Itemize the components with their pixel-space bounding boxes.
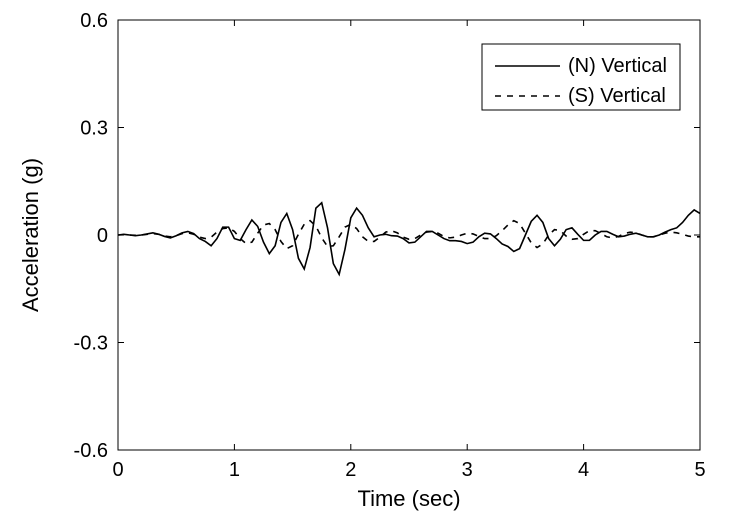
- acceleration-chart: 0 1 2 3 4 5 -0.6 -0.3 0 0.3 0.6 Time (sec) Accelerat…: [0, 0, 744, 520]
- y-axis-label: Acceleration (g): [18, 158, 43, 312]
- y-tick-label: -0.6: [74, 440, 108, 462]
- x-tick-label: 2: [345, 459, 356, 481]
- x-tick-label: 5: [694, 459, 705, 481]
- y-tick-label: 0.6: [80, 10, 108, 32]
- x-tick-label: 3: [462, 459, 473, 481]
- y-tick-label: -0.3: [74, 333, 108, 355]
- legend-label-0: (N) Vertical: [568, 55, 667, 77]
- y-tick-label: 0: [97, 225, 108, 247]
- x-tick-label: 4: [578, 459, 589, 481]
- legend-label-1: (S) Vertical: [568, 85, 666, 107]
- x-axis-label: Time (sec): [357, 486, 460, 511]
- chart-container: 0 1 2 3 4 5 -0.6 -0.3 0 0.3 0.6 Time (sec) Accelerat…: [0, 0, 744, 520]
- x-tick-label: 0: [112, 459, 123, 481]
- x-tick-label: 1: [229, 459, 240, 481]
- y-tick-label: 0.3: [80, 118, 108, 140]
